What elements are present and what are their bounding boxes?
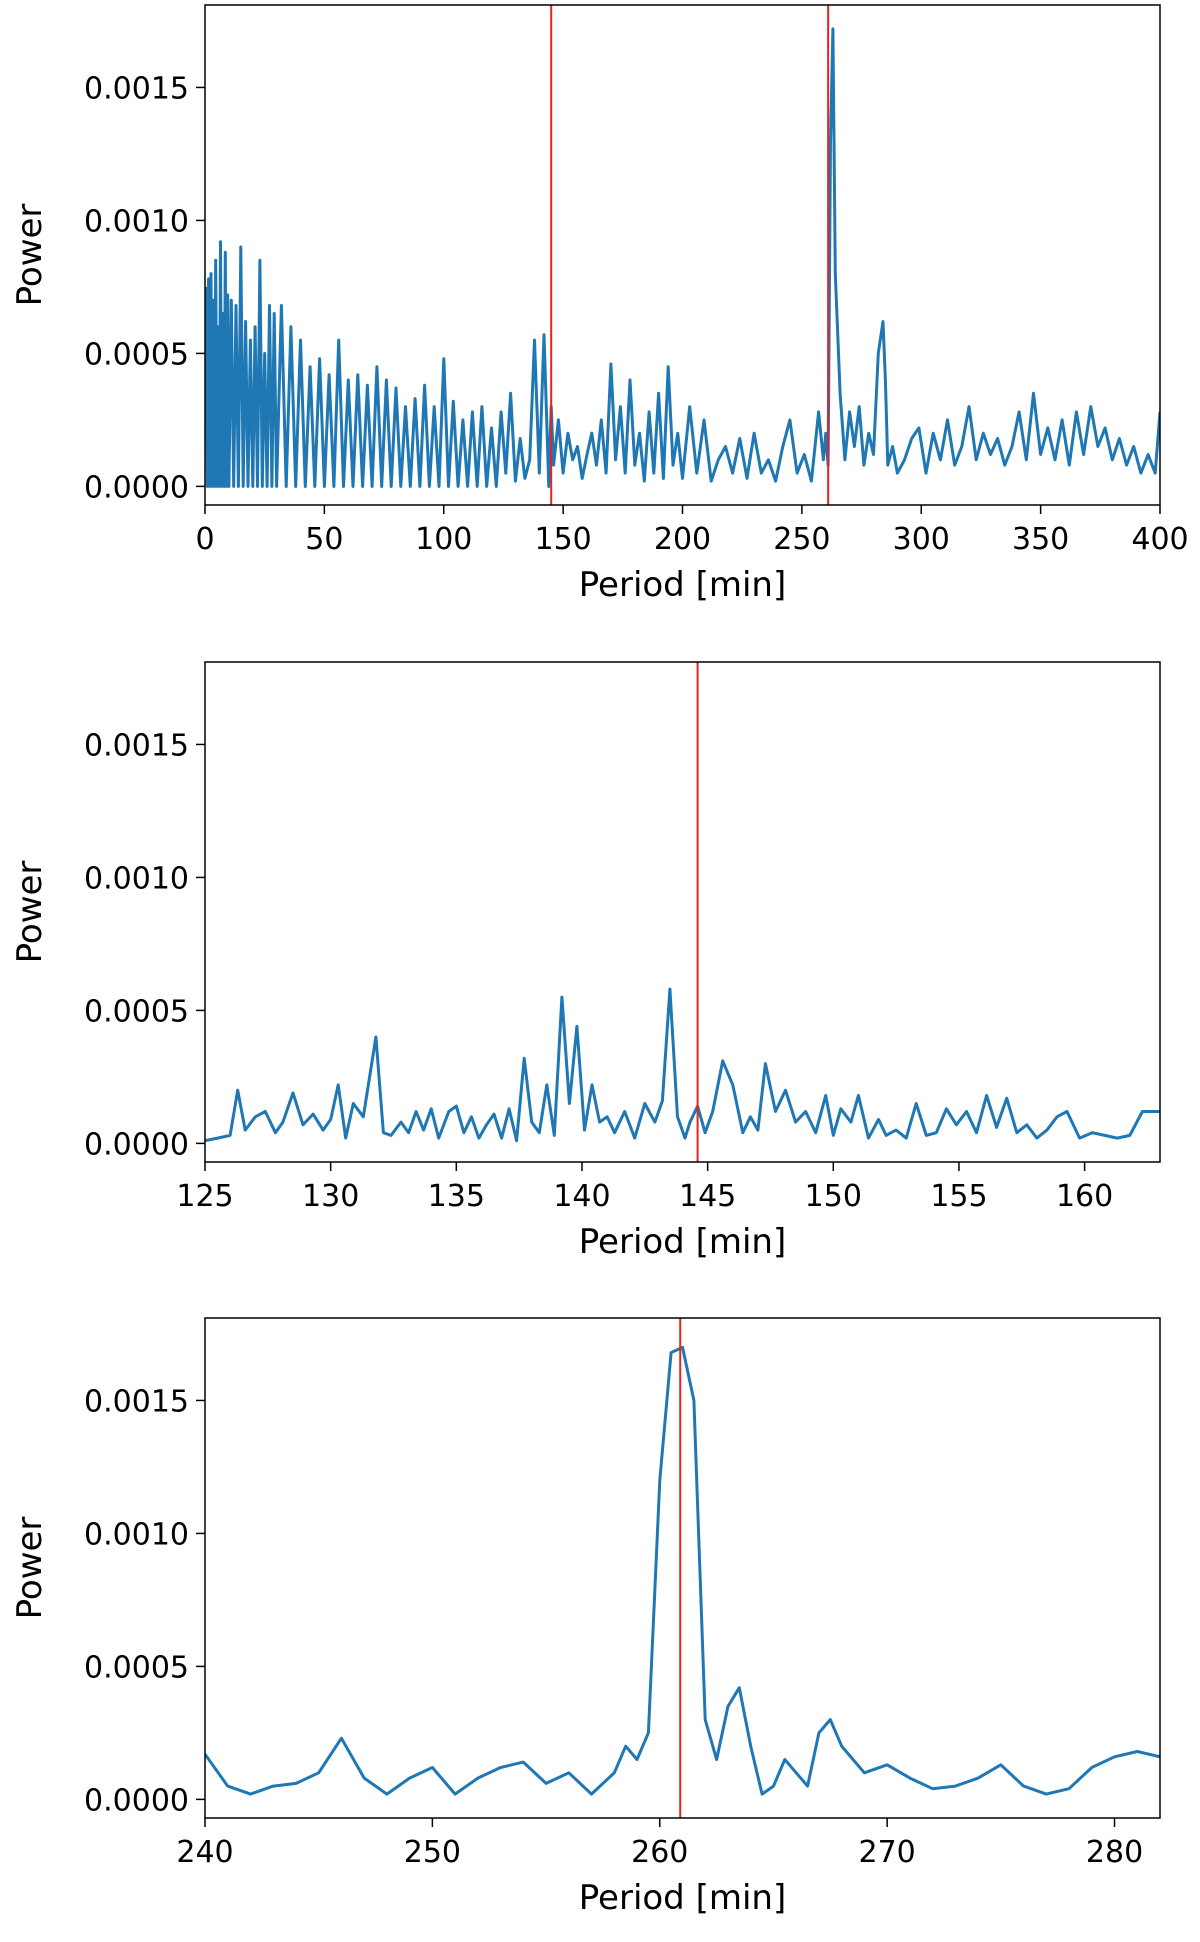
x-axis-label: Period [min]	[579, 1878, 786, 1918]
x-tick-label: 140	[553, 1179, 610, 1214]
x-tick-label: 100	[415, 522, 472, 557]
x-tick-label: 150	[534, 522, 591, 557]
x-tick-label: 150	[805, 1179, 862, 1214]
x-tick-label: 250	[404, 1835, 461, 1870]
x-tick-label: 135	[428, 1179, 485, 1214]
axes-frame	[204, 1317, 1161, 1819]
y-tick-label: 0.0005	[84, 337, 189, 372]
x-tick-label: 260	[631, 1835, 688, 1870]
y-tick-label: 0.0010	[84, 1517, 189, 1552]
x-axis-label: Period [min]	[579, 1222, 786, 1262]
x-axis-label: Period [min]	[579, 565, 786, 605]
y-tick-label: 0.0010	[84, 204, 189, 239]
x-tick-label: 270	[859, 1835, 916, 1870]
x-tick-label: 280	[1086, 1835, 1143, 1870]
x-tick-label: 400	[1131, 522, 1188, 557]
y-tick-label: 0.0005	[84, 1650, 189, 1685]
y-axis-label: Power	[10, 204, 50, 307]
x-tick-label: 145	[679, 1179, 736, 1214]
axes-frame	[204, 661, 1161, 1163]
power-series-line	[205, 987, 1160, 1143]
y-tick-label: 0.0015	[84, 71, 189, 106]
x-tick-label: 300	[893, 522, 950, 557]
y-tick-label: 0.0000	[84, 1127, 189, 1162]
x-tick-label: 0	[195, 522, 214, 557]
y-axis-label: Power	[10, 1517, 50, 1620]
panel-zoom-261: 240 250 260 270 280 0.0000 0.0005 0.0010 0.0015 P…	[10, 1317, 1161, 1918]
y-tick-label: 0.0000	[84, 470, 189, 505]
x-tick-label: 240	[176, 1835, 233, 1870]
y-tick-label: 0.0010	[84, 861, 189, 896]
x-tick-label: 130	[302, 1179, 359, 1214]
y-tick-label: 0.0015	[84, 728, 189, 763]
x-tick-label: 50	[305, 522, 343, 557]
x-tick-label: 350	[1012, 522, 1069, 557]
y-tick-label: 0.0015	[84, 1384, 189, 1419]
y-tick-label: 0.0005	[84, 994, 189, 1029]
power-series-line	[205, 27, 1160, 488]
x-tick-label: 200	[654, 522, 711, 557]
panel-full-range: 0 50 100 150 200 250 300 350 400 0.0000 0.0005 0.00…	[10, 4, 1189, 605]
x-tick-label: 160	[1056, 1179, 1113, 1214]
x-tick-label: 125	[176, 1179, 233, 1214]
y-axis-label: Power	[10, 861, 50, 964]
panel-zoom-145: 125 130 135 140 145 150 155 160 0.0000 0.0005 0.00…	[10, 661, 1161, 1262]
x-tick-label: 155	[930, 1179, 987, 1214]
x-tick-label: 250	[773, 522, 830, 557]
y-tick-label: 0.0000	[84, 1783, 189, 1818]
power-series-line	[205, 1345, 1160, 1796]
